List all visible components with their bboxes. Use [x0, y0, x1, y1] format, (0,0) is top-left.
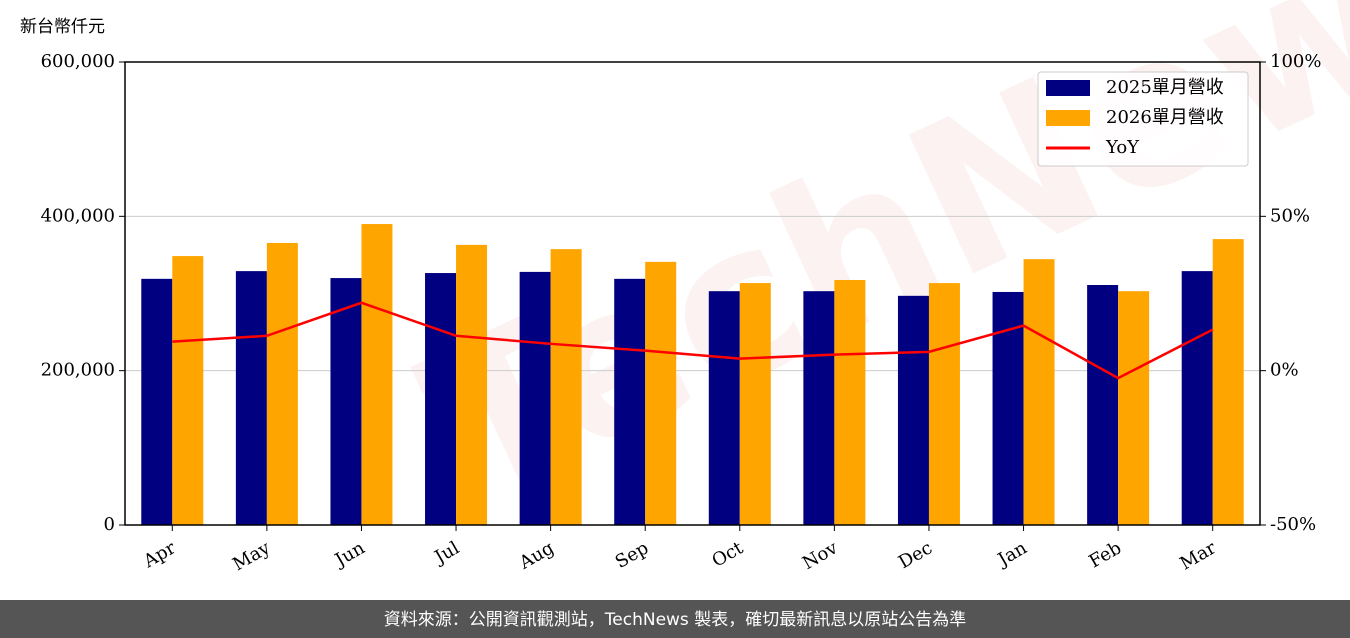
x-tick-label: Feb — [1085, 537, 1125, 572]
y2-tick-label: 50% — [1270, 205, 1310, 226]
bar — [645, 261, 677, 525]
bar — [519, 271, 551, 525]
y-tick-label: 400,000 — [41, 205, 115, 226]
bar — [928, 283, 960, 525]
bar — [266, 242, 298, 526]
footer-bar — [0, 600, 1350, 638]
bar — [425, 273, 457, 525]
legend-label: YoY — [1105, 137, 1140, 158]
bar — [330, 278, 362, 525]
x-tick-label: Aug — [515, 537, 558, 574]
bar — [1023, 259, 1055, 525]
legend-box — [1037, 71, 1249, 167]
x-tick-label: Sep — [612, 537, 652, 572]
legend-label: 2026單月營收 — [1106, 107, 1224, 128]
x-tick-label: Jan — [993, 537, 1031, 571]
bar — [708, 291, 740, 525]
bar — [172, 256, 204, 525]
x-tick-label: Jul — [430, 537, 464, 569]
bar — [739, 283, 771, 525]
x-tick-label: Mar — [1176, 537, 1220, 574]
bar — [235, 271, 267, 525]
bar — [141, 278, 173, 525]
legend-swatch — [1046, 110, 1090, 126]
footer: 資料來源：公開資訊觀測站，TechNews 製表，確切最新訊息以原站公告為準 — [384, 610, 966, 630]
bar — [361, 224, 393, 526]
bar — [803, 291, 835, 525]
y-tick-label: 600,000 — [41, 51, 115, 72]
y2-tick-label: -50% — [1270, 514, 1316, 535]
y2-tick-label: 0% — [1270, 360, 1299, 381]
y2-tick-label: 100% — [1270, 51, 1321, 72]
x-tick-label: Oct — [709, 537, 748, 572]
bar — [1118, 291, 1150, 525]
x-tick-label: Apr — [139, 537, 179, 572]
y-tick-label: 200,000 — [41, 360, 115, 381]
legend-swatch — [1046, 80, 1090, 96]
yoy-line — [172, 301, 1214, 380]
bar — [1087, 285, 1119, 525]
y-tick-label: 0 — [104, 514, 115, 535]
bar — [897, 295, 929, 525]
bar — [1181, 271, 1213, 525]
x-tick-label: Jun — [330, 537, 369, 572]
bar — [614, 278, 646, 525]
x-tick-label: Nov — [799, 537, 842, 574]
x-tick-label: Dec — [895, 537, 936, 573]
y-axis-unit: 新台幣仟元 — [20, 17, 105, 37]
legend-label: 2025單月營收 — [1106, 77, 1224, 98]
x-tick-label: May — [229, 537, 274, 575]
bar — [456, 244, 488, 525]
plot-frame — [124, 61, 1261, 526]
bar — [1212, 239, 1244, 525]
bar — [834, 279, 866, 525]
bar — [550, 249, 582, 526]
